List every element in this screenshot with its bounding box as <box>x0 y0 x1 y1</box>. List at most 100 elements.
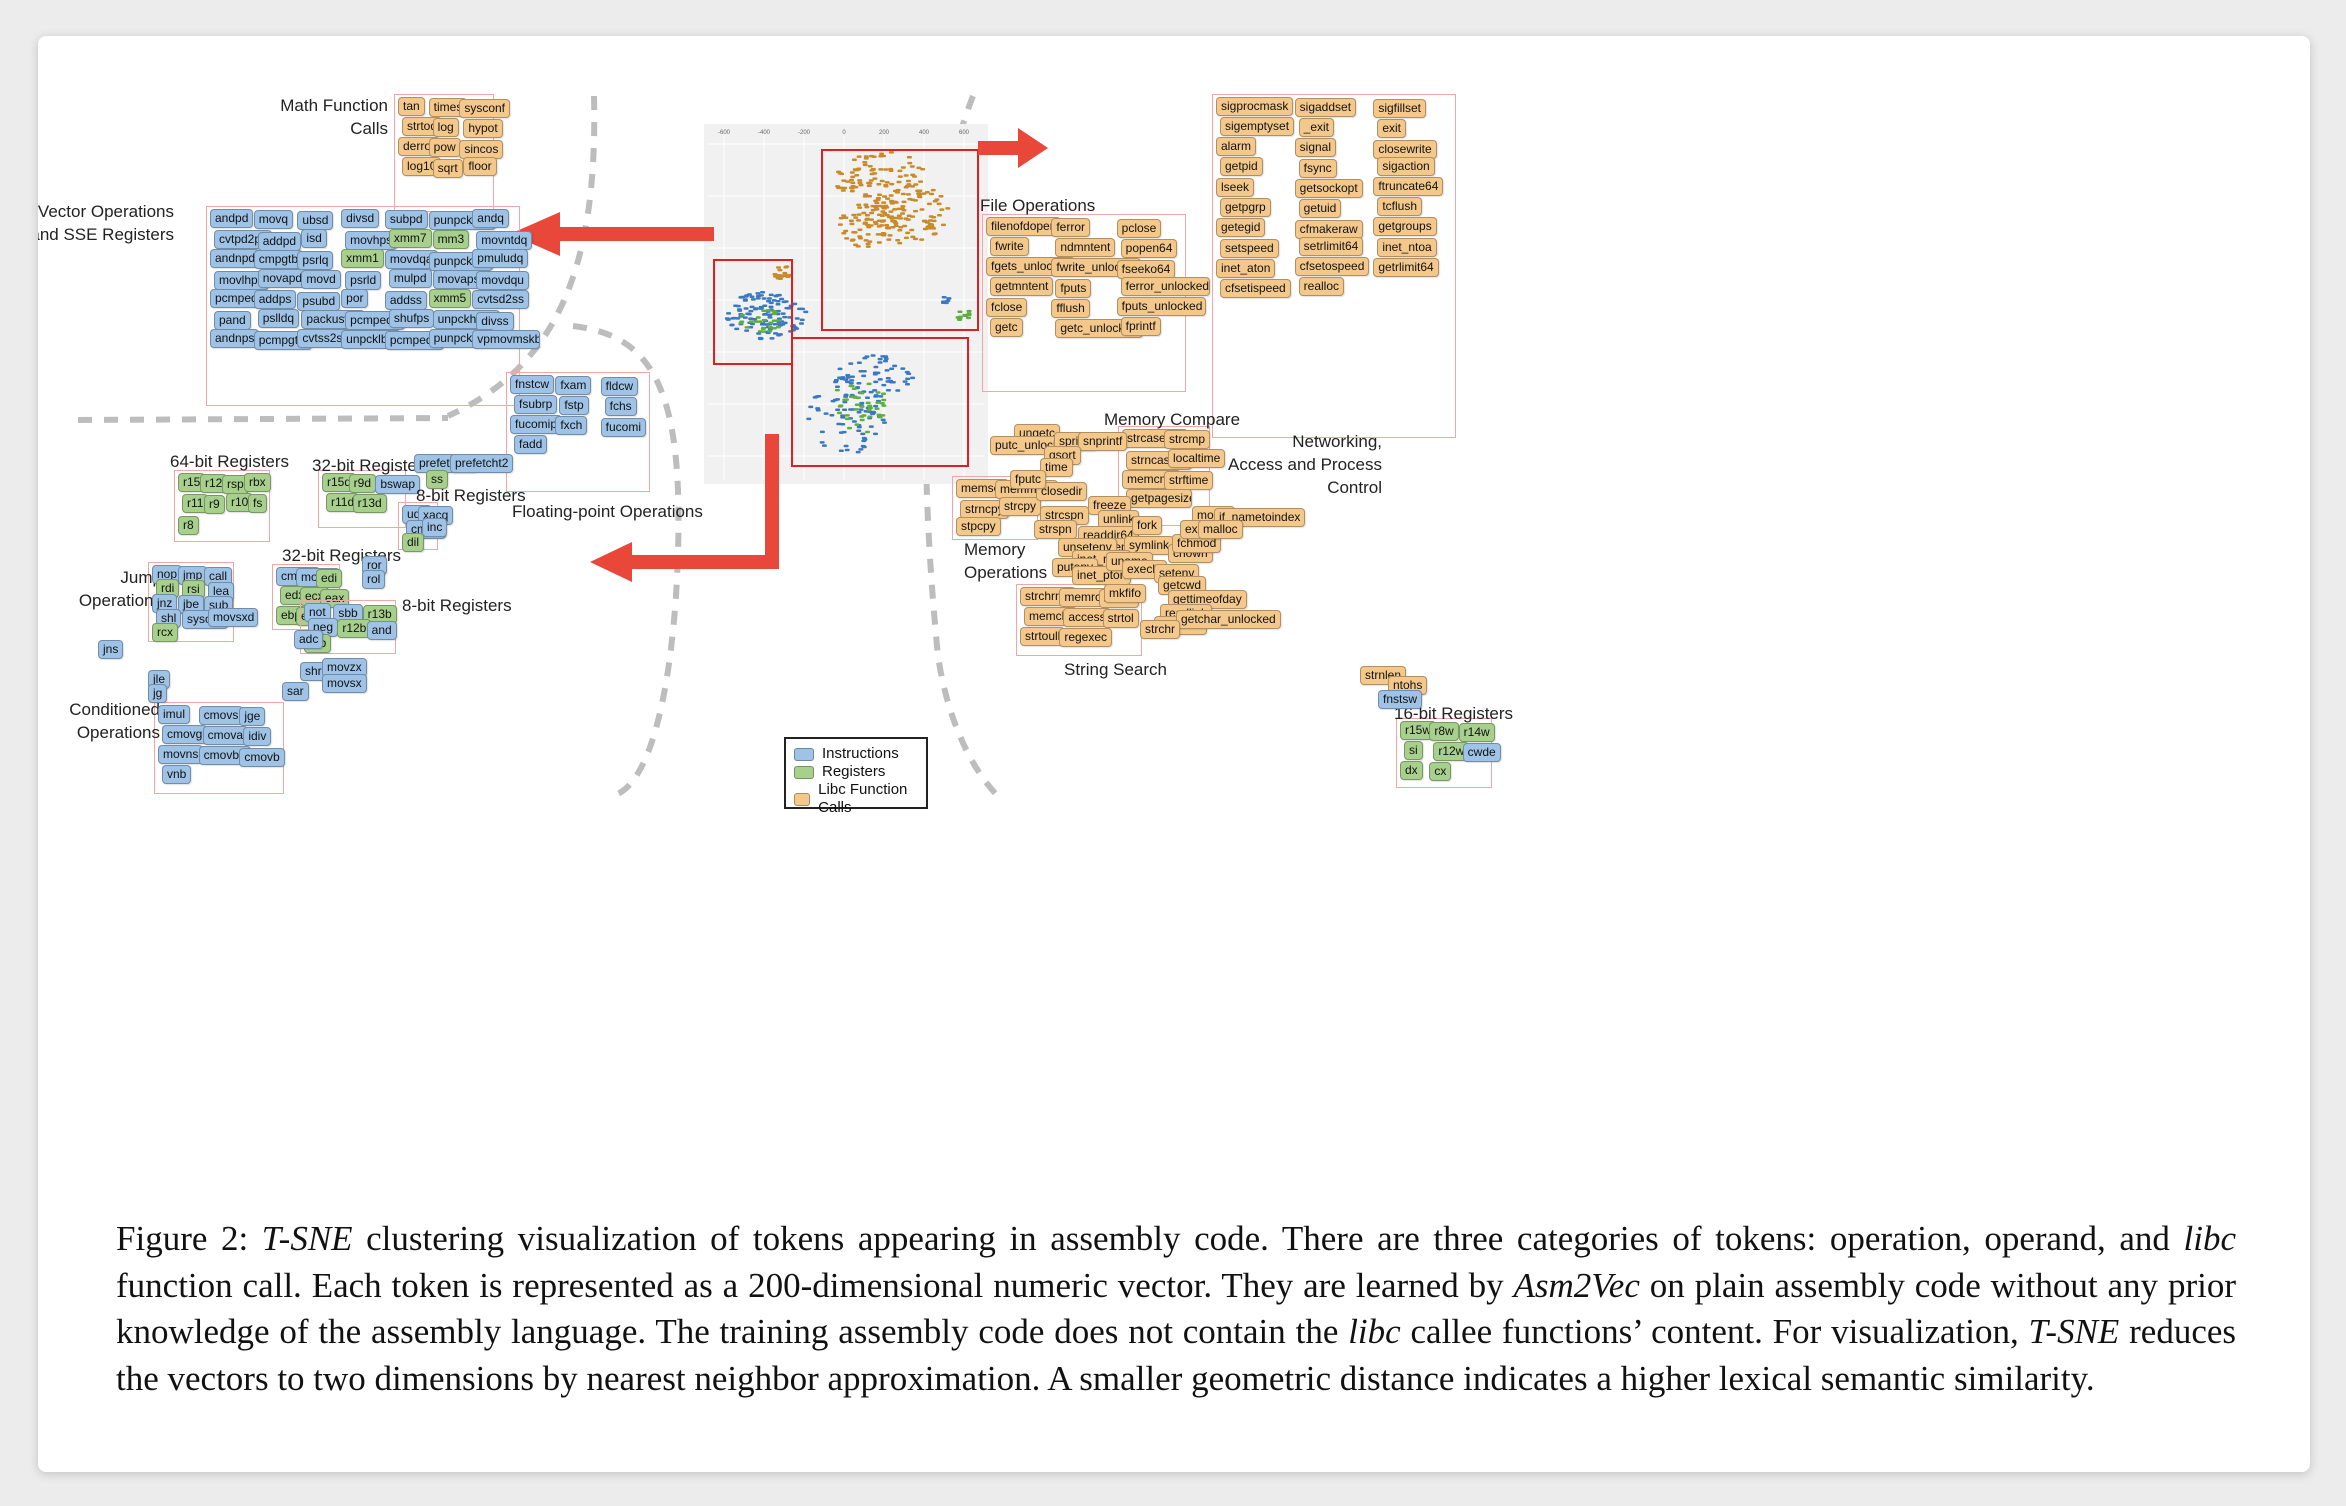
scatter-point <box>859 401 865 405</box>
scatter-point <box>892 364 898 368</box>
scatter-point <box>861 436 867 440</box>
token: fxam <box>555 375 592 395</box>
token: r12w <box>1433 742 1470 761</box>
scatter-point <box>879 401 885 405</box>
scatter-point <box>724 317 730 320</box>
scatter-point <box>881 232 887 236</box>
scatter-point <box>870 208 876 212</box>
scatter-point <box>841 231 847 235</box>
scatter-point <box>859 405 865 408</box>
token: getrlimit64 <box>1373 258 1439 277</box>
token: filenofdopen <box>986 216 1062 236</box>
scatter-point <box>815 409 821 412</box>
cluster-box <box>506 372 650 492</box>
scatter-point <box>849 379 855 382</box>
token: pcmpgtw <box>253 330 312 350</box>
scatter-point <box>896 214 902 217</box>
scatter-point <box>883 184 889 187</box>
scatter-point <box>909 185 915 188</box>
scatter-point <box>888 210 894 213</box>
token: getpagesize <box>1126 489 1192 509</box>
token: isd <box>301 229 327 249</box>
token: floor <box>463 156 497 176</box>
scatter-point <box>862 221 868 224</box>
token: cfsetispeed <box>1220 279 1291 299</box>
token: adc <box>294 630 324 649</box>
legend-label: Instructions <box>822 745 899 762</box>
token: r14w <box>1458 722 1495 742</box>
scatter-point <box>837 367 843 371</box>
scatter-point <box>767 313 773 317</box>
scatter-point <box>849 222 855 226</box>
scatter-point <box>844 417 850 421</box>
scatter-tick-label: -200 <box>798 130 811 136</box>
token: r10 <box>226 493 254 513</box>
token: cmovg <box>162 724 208 744</box>
token: malloc <box>1198 520 1243 539</box>
scatter-point <box>874 201 880 205</box>
token: getegid <box>1216 218 1266 238</box>
scatter-point <box>936 214 942 217</box>
token: subpd <box>384 210 428 229</box>
token: sar <box>282 682 309 701</box>
scatter-tick-label: 200 <box>879 130 890 136</box>
token: fork <box>1132 516 1163 535</box>
token: times <box>428 97 468 117</box>
dashed-separators <box>77 94 1001 799</box>
scatter-point <box>917 195 923 199</box>
token: regexec <box>1059 628 1113 648</box>
token: strspn <box>1034 520 1077 539</box>
scatter-point <box>910 215 916 218</box>
token: r13d <box>352 494 387 513</box>
scatter-point <box>865 242 871 246</box>
scatter-point <box>864 213 870 217</box>
scatter-point <box>768 305 774 309</box>
token: jbe <box>178 595 205 615</box>
scatter-point <box>878 204 884 208</box>
scatter-point <box>880 392 886 395</box>
scatter-point <box>913 209 919 213</box>
token: fxch <box>555 416 588 436</box>
scatter-point <box>837 223 843 226</box>
token: vpmovmskb <box>472 330 540 349</box>
scatter-point <box>921 192 927 195</box>
scatter-point <box>859 418 865 422</box>
legend-swatch <box>794 747 814 761</box>
scatter-point <box>856 203 862 207</box>
scatter-point <box>773 275 779 278</box>
token: cmovb <box>239 747 285 767</box>
token: hypot <box>463 119 503 139</box>
scatter-point <box>849 239 855 242</box>
scatter-point <box>863 203 869 206</box>
scatter-point <box>910 235 916 239</box>
scatter-point <box>905 193 911 196</box>
scatter-point <box>849 384 855 388</box>
scatter-point <box>843 444 849 448</box>
scatter-point <box>746 293 752 296</box>
token: si <box>1404 740 1423 760</box>
scatter-point <box>843 395 849 398</box>
legend-item-libc: Libc Function Calls <box>794 781 918 817</box>
token: strchr <box>1140 620 1180 639</box>
token: log10 <box>402 157 442 177</box>
scatter-point <box>864 396 870 400</box>
token: fsync <box>1298 158 1337 178</box>
scatter-point <box>858 408 864 411</box>
scatter-point <box>734 327 740 331</box>
scatter-point <box>885 377 891 380</box>
caption-asm2vec: Asm2Vec <box>1513 1265 1640 1305</box>
token: jge <box>239 706 266 726</box>
scatter-point <box>861 374 867 378</box>
cluster-box <box>318 470 406 528</box>
token: exit <box>1377 119 1407 139</box>
scatter-point <box>785 274 791 278</box>
scatter-point <box>767 326 773 329</box>
scatter-point <box>777 274 783 277</box>
scatter-point <box>910 173 916 177</box>
cluster-label: 64-bit Registers <box>170 452 290 471</box>
scatter-point <box>771 312 777 316</box>
scatter-point <box>910 376 916 380</box>
scatter-point <box>759 306 765 309</box>
scatter-point <box>875 233 881 236</box>
scatter-point <box>844 237 850 240</box>
